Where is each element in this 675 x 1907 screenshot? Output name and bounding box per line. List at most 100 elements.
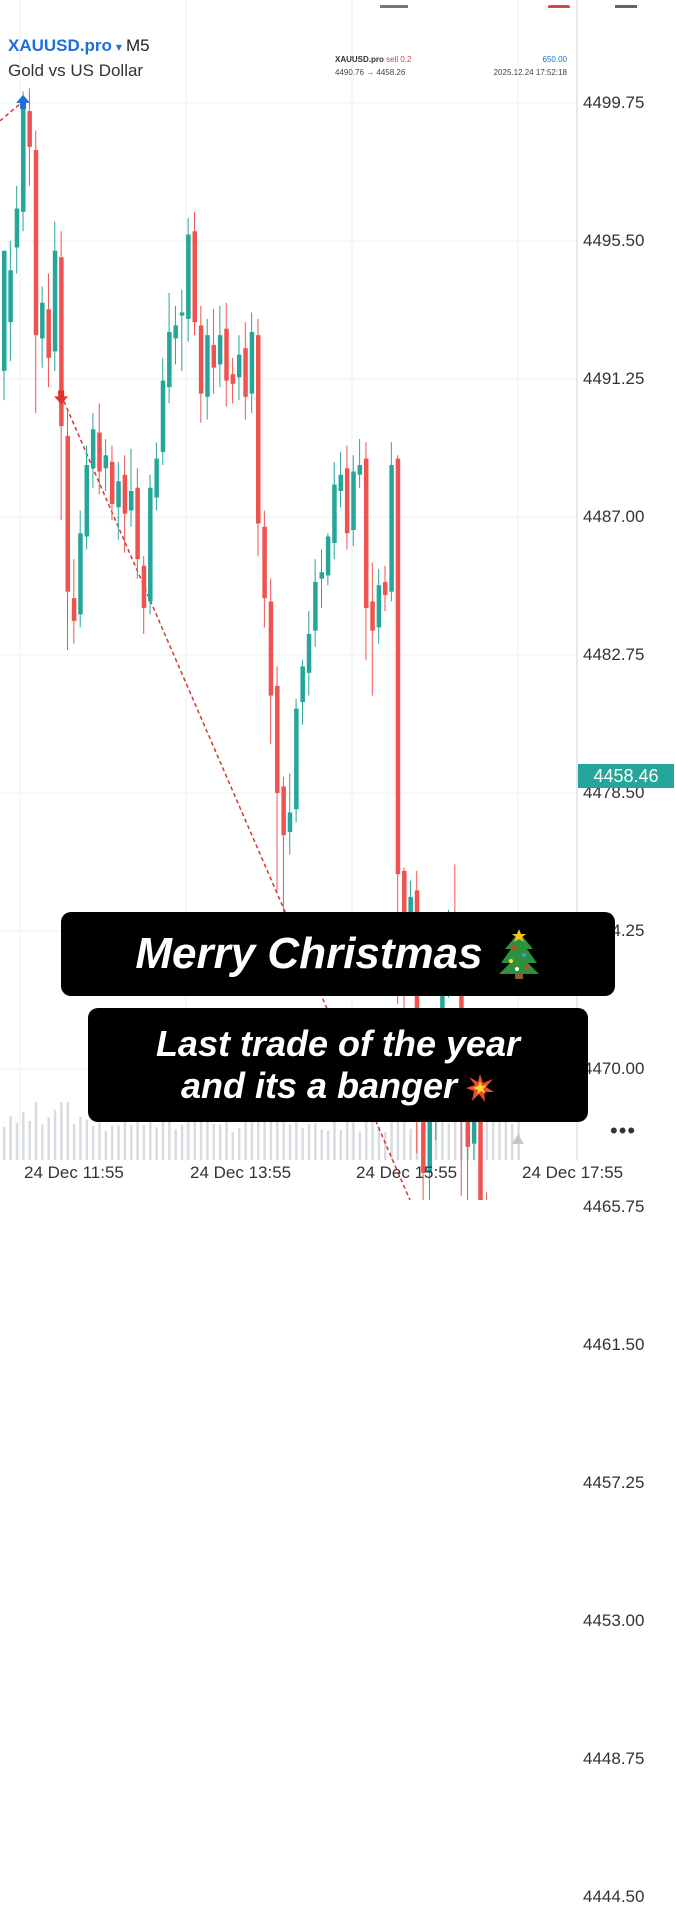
volume-bar	[504, 1102, 508, 1160]
volume-bar	[85, 1119, 89, 1160]
volume-bar	[193, 1115, 196, 1160]
candle-body	[402, 870, 407, 920]
candle-body	[205, 335, 210, 397]
volume-bar	[364, 1102, 368, 1160]
candle-body	[319, 572, 324, 579]
candle-body	[78, 533, 83, 615]
candle-body	[122, 474, 128, 514]
trade-profit: 650.00	[542, 55, 567, 64]
candle-body	[186, 234, 191, 319]
volume-bar	[136, 1118, 139, 1160]
volume-bar	[345, 1119, 349, 1160]
volume-bar	[15, 1123, 19, 1160]
candle-body	[52, 250, 58, 352]
candle-body	[198, 325, 204, 394]
time-tick-label: 24 Dec 15:55	[356, 1163, 458, 1182]
volume-bar	[117, 1125, 120, 1160]
price-tick-label: 4495.50	[583, 230, 645, 250]
candle-body	[281, 786, 286, 836]
volume-bar	[441, 1118, 444, 1160]
caption-last-trade: Last trade of the year and its a banger	[88, 1008, 588, 1122]
candle-body	[408, 896, 413, 914]
volume-bar	[34, 1102, 38, 1160]
candle-body	[243, 348, 248, 397]
candle-body	[59, 257, 64, 427]
price-tick-label: 4499.75	[583, 93, 645, 112]
buy-arrow-icon	[16, 94, 31, 109]
volume-bar	[447, 1123, 450, 1160]
volume-bar	[453, 1114, 457, 1160]
candle-body	[148, 487, 153, 602]
candle-body	[179, 312, 185, 316]
volume-bar	[390, 1107, 393, 1160]
volume-bar	[485, 1102, 489, 1160]
symbol-description: Gold vs US Dollar	[8, 61, 144, 80]
candle-body	[395, 458, 401, 875]
candle-body	[262, 526, 267, 599]
time-tick-label: 24 Dec 17:55	[522, 1163, 624, 1182]
volume-bar	[511, 1123, 514, 1160]
volume-bar	[104, 1130, 108, 1160]
current-price-tag: 4458.46	[578, 764, 674, 788]
volume-bar	[180, 1124, 184, 1160]
timeframe-label[interactable]: M5	[125, 36, 150, 55]
caption-line1: Merry Christmas	[135, 929, 483, 978]
volume-bar	[3, 1126, 6, 1160]
volume-bar	[110, 1125, 114, 1160]
volume-bar	[28, 1121, 31, 1160]
volume-bar	[403, 1111, 406, 1160]
candle-body	[344, 468, 350, 534]
volume-bar	[301, 1128, 304, 1160]
volume-bar	[282, 1111, 285, 1160]
trade-prices: 4490.76 → 4458.26	[335, 68, 406, 77]
volume-bar	[358, 1131, 362, 1160]
candle-body	[33, 150, 39, 336]
volume-bar	[333, 1121, 336, 1160]
candle-body	[230, 374, 236, 384]
volume-bar	[339, 1130, 343, 1160]
symbol-label[interactable]: XAUUSD.pro	[8, 36, 112, 55]
volume-bar	[187, 1115, 190, 1160]
volume-bar	[295, 1115, 298, 1160]
candle-body	[141, 565, 147, 608]
more-dots-icon[interactable]: •••	[610, 1118, 637, 1143]
volume-bar	[250, 1120, 254, 1160]
trade-arrows	[16, 94, 69, 405]
candle-body	[357, 465, 363, 475]
candle-body	[294, 708, 299, 810]
candle-body	[313, 581, 318, 631]
candle-body	[97, 432, 102, 472]
volume-bar	[72, 1123, 76, 1160]
volume-bar	[161, 1118, 165, 1160]
volume-bars	[3, 1102, 520, 1160]
volume-bar	[79, 1116, 82, 1160]
volume-bar	[199, 1116, 203, 1160]
collision-icon	[466, 1074, 495, 1103]
volume-bar	[41, 1124, 44, 1160]
trade-info[interactable]: XAUUSD.pro sell 0.2 650.00 4490.76 → 445…	[335, 55, 567, 77]
candle-body	[2, 250, 7, 371]
candle-body	[109, 461, 115, 505]
volume-bar	[244, 1121, 247, 1160]
candle-body	[154, 458, 159, 498]
scroll-marker-icon	[512, 1134, 524, 1144]
candle-body	[465, 1107, 471, 1147]
volume-bar	[263, 1116, 266, 1160]
candle-body	[389, 465, 394, 592]
candle-body	[370, 601, 375, 631]
volume-bar	[9, 1116, 12, 1160]
candle-body	[256, 335, 261, 524]
candle-body	[173, 325, 178, 339]
candle-body	[300, 666, 305, 703]
chevron-down-icon[interactable]: ▾	[115, 40, 122, 54]
volume-bar	[352, 1122, 355, 1160]
candle-body	[427, 1117, 432, 1173]
volume-bar	[130, 1125, 133, 1160]
candle-body	[224, 328, 229, 381]
caption-line2a: Last trade of the year	[155, 1023, 521, 1064]
candle-body	[21, 101, 26, 212]
candle-body	[363, 458, 369, 608]
candle-body	[249, 331, 255, 394]
candle-body	[167, 331, 172, 388]
caption-line2b: and its a banger	[180, 1065, 458, 1106]
